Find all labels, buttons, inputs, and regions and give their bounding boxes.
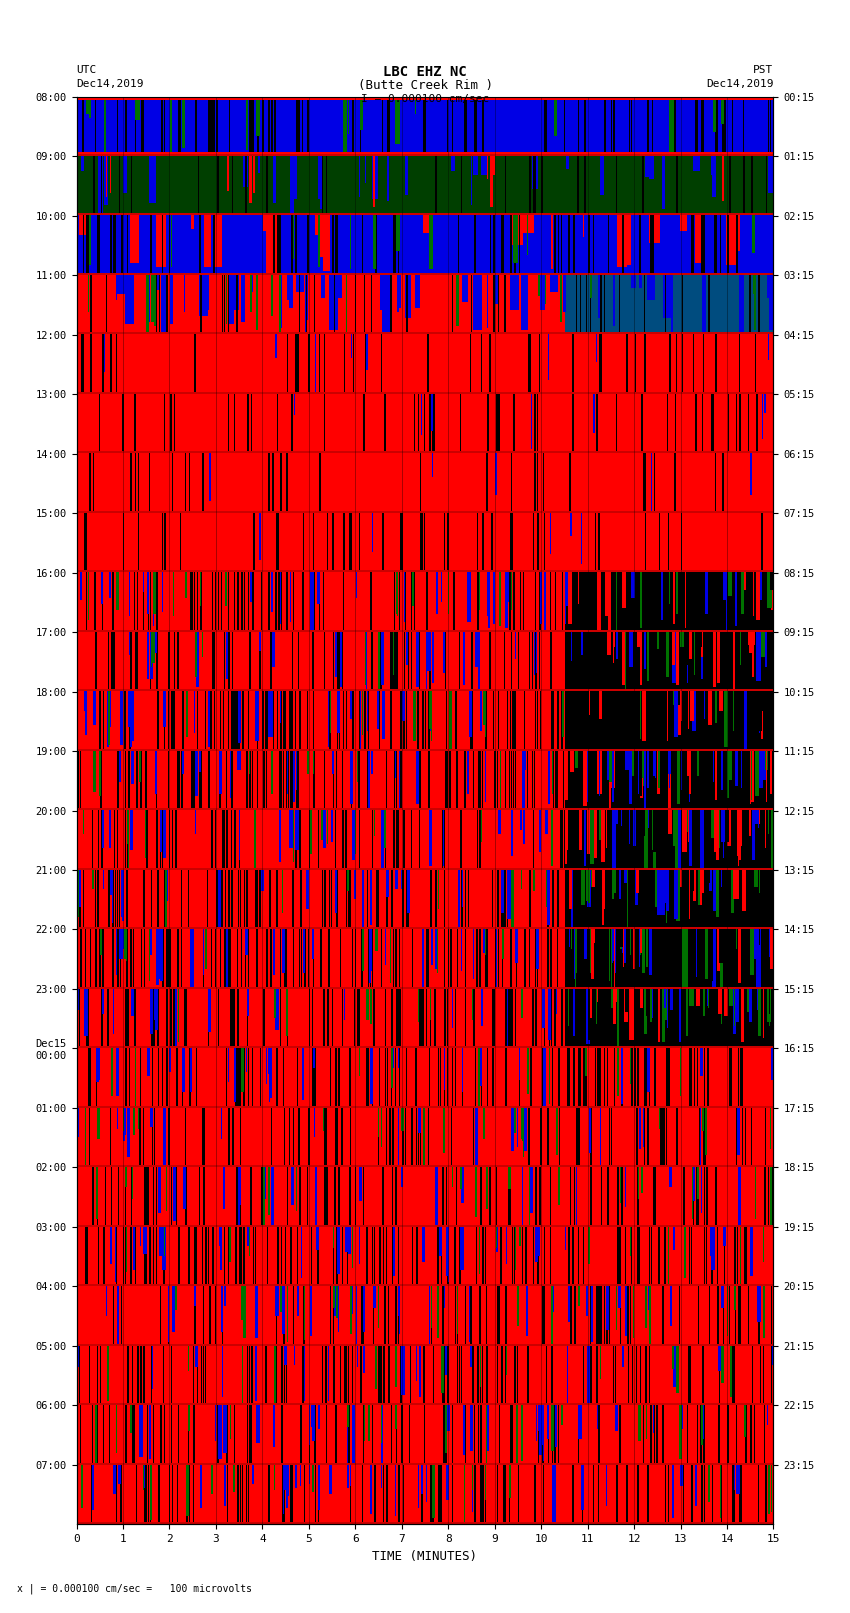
Text: I = 0.000100 cm/sec: I = 0.000100 cm/sec [361, 94, 489, 103]
Text: PST: PST [753, 65, 774, 74]
Text: (Butte Creek Rim ): (Butte Creek Rim ) [358, 79, 492, 92]
Text: x | = 0.000100 cm/sec =   100 microvolts: x | = 0.000100 cm/sec = 100 microvolts [17, 1582, 252, 1594]
Text: Dec14,2019: Dec14,2019 [706, 79, 774, 89]
Text: Dec14,2019: Dec14,2019 [76, 79, 144, 89]
Text: UTC: UTC [76, 65, 97, 74]
Text: LBC EHZ NC: LBC EHZ NC [383, 65, 467, 79]
X-axis label: TIME (MINUTES): TIME (MINUTES) [372, 1550, 478, 1563]
